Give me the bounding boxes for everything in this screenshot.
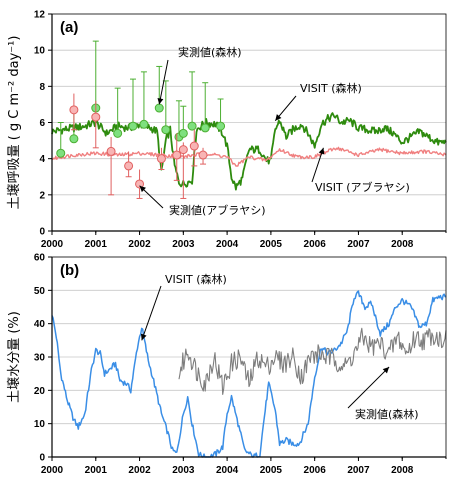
data-point [161, 125, 171, 135]
y-tick-label: 6 [39, 118, 45, 129]
x-tick-label: 2001 [85, 239, 108, 250]
y-tick-label: 0 [39, 453, 45, 464]
x-tick-label: 2001 [85, 465, 108, 476]
x-tick-label: 2005 [260, 239, 283, 250]
data-point [106, 146, 116, 156]
annotation-label: 実測値(アブラヤシ) [169, 203, 266, 217]
y-tick-label: 0 [39, 227, 45, 238]
annotation-arrow [311, 147, 324, 183]
data-point [216, 121, 226, 131]
plot-frame [51, 256, 447, 458]
annotation-label: VISIT (アブラヤシ) [315, 180, 410, 194]
data-point [200, 123, 210, 133]
arrow-head [318, 147, 325, 155]
x-tick-label: 2002 [128, 239, 151, 250]
data-point [189, 141, 199, 151]
y-tick-label: 4 [39, 154, 45, 165]
data-point [128, 121, 138, 131]
x-tick-label: 2002 [128, 465, 151, 476]
annotation-label: 実測値(森林) [178, 45, 242, 59]
y-tick-label: 40 [34, 319, 46, 330]
y-axis-label: 土壌水分量 (%) [7, 311, 22, 403]
data-point [187, 121, 197, 131]
annotation-arrow [158, 59, 169, 105]
arrow-head [275, 114, 282, 121]
series-line [51, 112, 447, 191]
y-tick-label: 50 [34, 286, 46, 297]
y-tick-label: 2 [39, 190, 45, 201]
y-tick-label: 10 [34, 46, 46, 57]
data-point [124, 161, 134, 171]
x-tick-label: 2004 [216, 239, 239, 250]
data-point [69, 105, 79, 115]
y-tick-label: 10 [34, 419, 46, 430]
data-point [69, 134, 79, 144]
y-axis-label: 土壌呼吸量 ( g C m⁻² day⁻¹) [7, 36, 22, 210]
x-tick-label: 2008 [391, 239, 414, 250]
annotation-label: VISIT (森林) [165, 272, 227, 286]
annotation-label: VISIT (森林) [300, 81, 362, 95]
panel-a-respiration-chart: 0 2 4 6 8 10 12 2000 2001 2002 2003 2004 2005 2006 200… [7, 10, 447, 250]
data-point [139, 119, 149, 129]
x-tick-label: 2006 [304, 239, 327, 250]
x-tick-label: 2003 [172, 239, 195, 250]
plot-frame [51, 13, 447, 232]
data-point [135, 179, 145, 189]
series-line [178, 327, 447, 395]
data-point [198, 150, 208, 160]
data-point [156, 154, 166, 164]
y-tick-label: 20 [34, 386, 46, 397]
annotation-arrow [347, 366, 390, 409]
x-tick-label: 2007 [347, 465, 370, 476]
data-point [178, 128, 188, 138]
data-point [154, 103, 164, 113]
panel-b-soil-moisture-chart: 0 10 20 30 40 50 60 2000 2001 2002 2003 2004 2005 200… [7, 253, 447, 476]
x-tick-label: 2000 [41, 465, 64, 476]
y-tick-label: 12 [34, 10, 46, 21]
y-tick-label: 8 [39, 82, 45, 93]
data-point [91, 112, 101, 122]
annotation-label: 実測値(森林) [355, 407, 419, 421]
panel-label: (b) [60, 262, 79, 279]
data-point [56, 148, 66, 158]
panel-label: (a) [60, 19, 78, 36]
x-tick-label: 2006 [304, 465, 327, 476]
data-point [172, 150, 182, 160]
arrow-head [140, 333, 147, 341]
x-tick-label: 2005 [260, 465, 283, 476]
x-tick-label: 2004 [216, 465, 239, 476]
x-tick-label: 2007 [347, 239, 370, 250]
series-line [51, 146, 447, 167]
annotation-arrow [141, 285, 162, 341]
arrow-head [139, 185, 146, 193]
arrow-head [382, 367, 390, 374]
data-point [178, 145, 188, 155]
x-tick-label: 2003 [172, 465, 195, 476]
x-tick-label: 2000 [41, 239, 64, 250]
y-tick-label: 30 [34, 353, 46, 364]
x-tick-label: 2008 [391, 465, 414, 476]
y-tick-label: 60 [34, 253, 46, 264]
data-point [113, 128, 123, 138]
arrow-head [157, 97, 164, 105]
